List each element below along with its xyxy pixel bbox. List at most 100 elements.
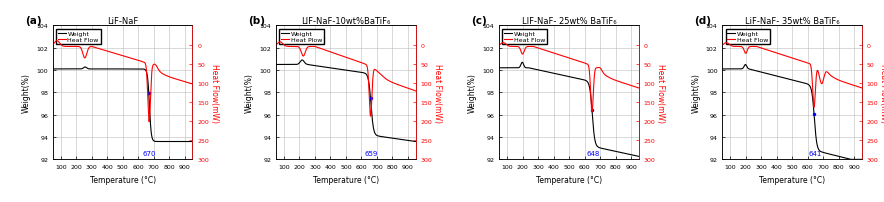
- Heat Flow: [107, 52, 118, 55]
- Legend: Weight, Heat Flow: Weight, Heat Flow: [502, 29, 547, 44]
- Weight: [297, 60, 308, 62]
- Weight: [740, 64, 751, 66]
- Weight: [631, 155, 642, 157]
- Heat Plow: [410, 90, 421, 93]
- Line: Weight: Weight: [276, 61, 415, 142]
- Title: LiF-NaF: LiF-NaF: [107, 17, 139, 25]
- Y-axis label: Weight(%): Weight(%): [469, 73, 477, 113]
- Y-axis label: Weight(%): Weight(%): [245, 73, 254, 113]
- Heat Plow: [275, 41, 286, 44]
- Weight: [518, 64, 529, 66]
- Heat Flow: [48, 44, 58, 46]
- Weight: [331, 68, 341, 70]
- Text: (c): (c): [471, 16, 487, 25]
- Text: 641: 641: [808, 151, 821, 157]
- Y-axis label: Weight(%): Weight(%): [691, 73, 700, 113]
- Heat Plow: [408, 89, 418, 92]
- Heat Flow: [733, 46, 743, 48]
- Weight: [845, 158, 856, 161]
- Weight: [777, 77, 788, 79]
- Weight: [857, 158, 867, 161]
- Heat Plow: [286, 46, 297, 48]
- Heat Flow: [64, 46, 74, 48]
- Heat Flow: [631, 86, 642, 89]
- Weight: [271, 64, 281, 66]
- Line: Heat Flow: Heat Flow: [53, 41, 193, 122]
- Line: Weight: Weight: [499, 63, 639, 157]
- Heat Flow: [809, 106, 819, 109]
- Weight: [64, 68, 74, 71]
- Weight: [408, 140, 418, 143]
- Legend: Weight, Heat Flow: Weight, Heat Flow: [726, 29, 770, 44]
- Weight: [517, 62, 528, 64]
- Weight: [48, 68, 58, 71]
- Y-axis label: Heat Flow(mW): Heat Flow(mW): [880, 64, 884, 122]
- Legend: Weight, Heat Flow: Weight, Heat Flow: [57, 29, 101, 44]
- Weight: [553, 74, 564, 76]
- Heat Flow: [854, 86, 865, 89]
- Heat Flow: [777, 54, 788, 57]
- Weight: [295, 61, 306, 63]
- Text: 648: 648: [586, 151, 599, 157]
- Weight: [616, 152, 627, 154]
- Heat Plow: [392, 84, 403, 86]
- Weight: [742, 66, 752, 68]
- X-axis label: Temperature (°C): Temperature (°C): [759, 175, 826, 184]
- Heat Plow: [365, 115, 376, 118]
- Line: Weight: Weight: [722, 65, 862, 160]
- X-axis label: Temperature (°C): Temperature (°C): [313, 175, 379, 184]
- Heat Plow: [295, 49, 306, 52]
- Heat Flow: [518, 52, 529, 55]
- Heat Flow: [553, 54, 564, 57]
- Heat Flow: [587, 111, 598, 114]
- Heat Flow: [717, 45, 728, 47]
- Heat Flow: [102, 50, 112, 53]
- X-axis label: Temperature (°C): Temperature (°C): [89, 175, 156, 184]
- Weight: [839, 157, 850, 159]
- X-axis label: Temperature (°C): Temperature (°C): [536, 175, 602, 184]
- Y-axis label: Heat Flow(mW): Heat Flow(mW): [656, 64, 665, 122]
- Text: 659: 659: [364, 151, 378, 157]
- Weight: [733, 68, 743, 71]
- Y-axis label: Heat Flow(mW): Heat Flow(mW): [433, 64, 442, 122]
- Heat Flow: [72, 46, 82, 48]
- Weight: [102, 68, 112, 71]
- Heat Flow: [616, 82, 627, 84]
- Weight: [72, 68, 82, 71]
- Heat Plow: [324, 51, 335, 54]
- Weight: [324, 67, 335, 69]
- Weight: [185, 141, 195, 143]
- Title: LIF-NaF-10wt%BaTiF₆: LIF-NaF-10wt%BaTiF₆: [301, 17, 391, 25]
- Heat Flow: [170, 78, 180, 80]
- Weight: [187, 141, 198, 143]
- Weight: [80, 66, 90, 69]
- Heat Flow: [510, 46, 521, 48]
- Heat Plow: [331, 53, 341, 56]
- Weight: [410, 141, 421, 143]
- Text: (d): (d): [695, 16, 712, 25]
- Weight: [634, 155, 644, 158]
- Weight: [494, 67, 505, 70]
- Weight: [771, 75, 781, 78]
- Heat Flow: [185, 83, 195, 85]
- Heat Flow: [771, 52, 781, 55]
- Weight: [170, 141, 180, 143]
- Text: (b): (b): [248, 16, 265, 25]
- Y-axis label: Heat Flow(mW): Heat Flow(mW): [210, 64, 219, 122]
- Heat Flow: [494, 45, 505, 47]
- Heat Flow: [547, 52, 558, 55]
- Title: LIF-NaF- 25wt% BaTiF₆: LIF-NaF- 25wt% BaTiF₆: [522, 17, 616, 25]
- Weight: [107, 68, 118, 71]
- Y-axis label: Weight(%): Weight(%): [22, 73, 31, 113]
- Heat Flow: [839, 82, 850, 84]
- Heat Flow: [498, 42, 508, 45]
- Heat Flow: [144, 121, 155, 123]
- Heat Flow: [187, 83, 198, 86]
- Heat Flow: [721, 42, 732, 45]
- Heat Flow: [857, 87, 867, 90]
- Heat Flow: [742, 52, 752, 54]
- Text: (a): (a): [25, 16, 42, 25]
- Line: Weight: Weight: [53, 68, 193, 142]
- Heat Flow: [51, 40, 62, 43]
- Weight: [854, 158, 865, 161]
